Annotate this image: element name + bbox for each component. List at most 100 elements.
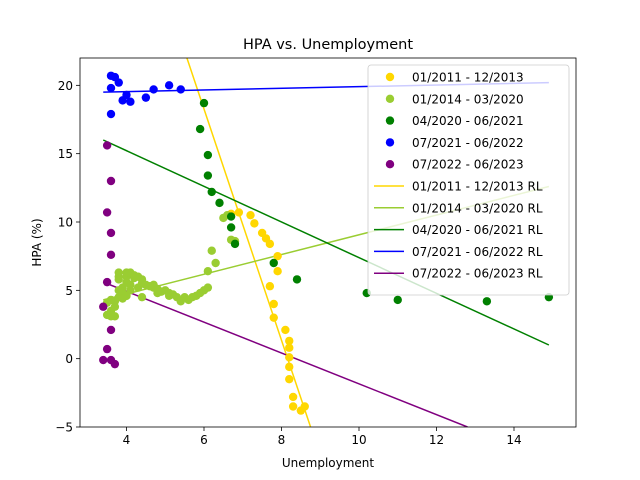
data-point-series-3 xyxy=(393,295,402,305)
legend-marker xyxy=(385,160,395,169)
y-axis: −5 0 5 10 15 20 xyxy=(55,79,80,435)
data-point-series-3 xyxy=(195,124,205,134)
data-point-series-3 xyxy=(226,212,236,221)
legend: 01/2011 - 12/2013 01/2014 - 03/2020 04/202… xyxy=(367,64,570,296)
legend-label: 07/2022 - 06/2023 xyxy=(412,158,524,172)
y-tick-label: 20 xyxy=(58,79,73,93)
legend-entry: 01/2011 - 12/2013 xyxy=(385,71,524,85)
data-point-series-5 xyxy=(99,302,108,311)
data-point-series-5 xyxy=(106,176,116,186)
legend-label: 01/2011 - 12/2013 RL xyxy=(412,180,543,194)
legend-box xyxy=(367,64,570,296)
data-point-series-5 xyxy=(99,355,108,365)
data-point-series-3 xyxy=(215,198,224,208)
legend-entry: 07/2022 - 06/2023 RL xyxy=(374,267,543,281)
x-tick-label: 4 xyxy=(123,433,131,447)
data-point-series-4 xyxy=(126,97,135,106)
data-point-series-1 xyxy=(285,343,294,352)
legend-marker xyxy=(385,72,395,82)
legend-marker xyxy=(385,138,395,147)
data-point-series-2 xyxy=(207,246,216,255)
regression-line-1 xyxy=(186,58,312,427)
data-point-series-2 xyxy=(110,312,120,321)
legend-entry: 07/2021 - 06/2022 xyxy=(385,136,524,150)
data-point-series-3 xyxy=(226,223,236,232)
data-point-series-5 xyxy=(102,141,112,150)
legend-entry: 07/2022 - 06/2023 xyxy=(385,158,524,172)
data-point-series-1 xyxy=(269,299,278,309)
legend-label: 04/2020 - 06/2021 xyxy=(412,114,524,128)
data-point-series-1 xyxy=(273,267,282,276)
legend-label: 07/2021 - 06/2022 xyxy=(412,136,524,150)
data-point-series-1 xyxy=(234,208,244,217)
legend-entry: 01/2014 - 03/2020 RL xyxy=(374,201,543,215)
data-point-series-2 xyxy=(211,258,220,268)
x-axis-label: Unemployment xyxy=(282,456,375,470)
data-point-series-1 xyxy=(285,362,294,372)
data-point-series-3 xyxy=(482,297,492,306)
data-point-series-3 xyxy=(292,275,302,284)
regression-line-5 xyxy=(102,281,468,427)
data-point-series-4 xyxy=(164,81,174,90)
y-tick-label: 15 xyxy=(58,147,73,161)
data-point-series-5 xyxy=(110,359,120,369)
data-point-series-3 xyxy=(203,150,213,160)
data-point-series-1 xyxy=(288,402,298,411)
data-point-series-2 xyxy=(114,268,123,277)
legend-label: 07/2021 - 06/2022 RL xyxy=(412,245,543,259)
data-point-series-1 xyxy=(246,210,255,220)
x-tick-label: 6 xyxy=(200,433,208,447)
data-point-series-1 xyxy=(288,392,298,402)
data-point-series-5 xyxy=(102,208,112,217)
scatter-points xyxy=(99,47,554,415)
data-point-series-1 xyxy=(184,47,192,55)
legend-entry: 04/2020 - 06/2021 xyxy=(385,114,524,128)
legend-marker xyxy=(385,116,395,125)
legend-entry: 04/2020 - 06/2021 RL xyxy=(374,223,543,237)
y-tick-label: 10 xyxy=(58,216,73,230)
data-point-series-1 xyxy=(265,282,275,291)
data-point-series-1 xyxy=(250,219,259,228)
legend-entry: 01/2011 - 12/2013 RL xyxy=(374,180,543,194)
legend-entry: 07/2021 - 06/2022 RL xyxy=(374,245,543,259)
chart-title: HPA vs. Unemployment xyxy=(243,37,413,53)
data-point-series-3 xyxy=(199,98,209,108)
data-point-series-2 xyxy=(203,267,213,276)
data-point-series-1 xyxy=(281,325,290,335)
data-point-series-1 xyxy=(285,336,294,346)
x-tick-label: 10 xyxy=(351,433,366,447)
data-point-series-5 xyxy=(106,325,116,335)
x-tick-label: 14 xyxy=(506,433,521,447)
y-tick-label: 0 xyxy=(65,352,73,366)
data-point-series-1 xyxy=(273,251,282,261)
legend-label: 07/2022 - 06/2023 RL xyxy=(412,267,543,281)
legend-label: 01/2014 - 03/2020 xyxy=(412,92,524,106)
plot-frame xyxy=(79,57,577,428)
data-point-series-1 xyxy=(285,353,294,362)
data-point-series-2 xyxy=(137,292,147,302)
data-point-series-3 xyxy=(203,171,213,180)
legend-label: 01/2011 - 12/2013 xyxy=(412,71,524,85)
data-point-series-2 xyxy=(110,302,120,311)
data-point-series-1 xyxy=(285,374,294,384)
data-point-series-3 xyxy=(269,258,278,268)
y-axis-label: HPA (%) xyxy=(30,218,44,266)
data-point-series-4 xyxy=(141,93,151,102)
legend-marker xyxy=(385,94,395,104)
y-tick-label: 5 xyxy=(65,284,73,298)
data-point-series-4 xyxy=(114,78,123,87)
data-point-series-1 xyxy=(269,313,278,322)
data-point-series-5 xyxy=(102,344,112,354)
data-point-series-4 xyxy=(149,85,158,94)
x-axis: 4 6 8 10 12 14 xyxy=(123,427,522,447)
x-tick-label: 12 xyxy=(429,433,444,447)
y-tick-label: −5 xyxy=(55,421,73,435)
data-point-series-3 xyxy=(207,187,216,197)
data-point-series-5 xyxy=(106,228,116,238)
data-point-series-4 xyxy=(176,85,185,94)
data-point-series-4 xyxy=(106,109,116,119)
data-point-series-4 xyxy=(106,83,116,93)
data-point-series-5 xyxy=(106,250,116,259)
regression-line-3 xyxy=(102,139,550,346)
